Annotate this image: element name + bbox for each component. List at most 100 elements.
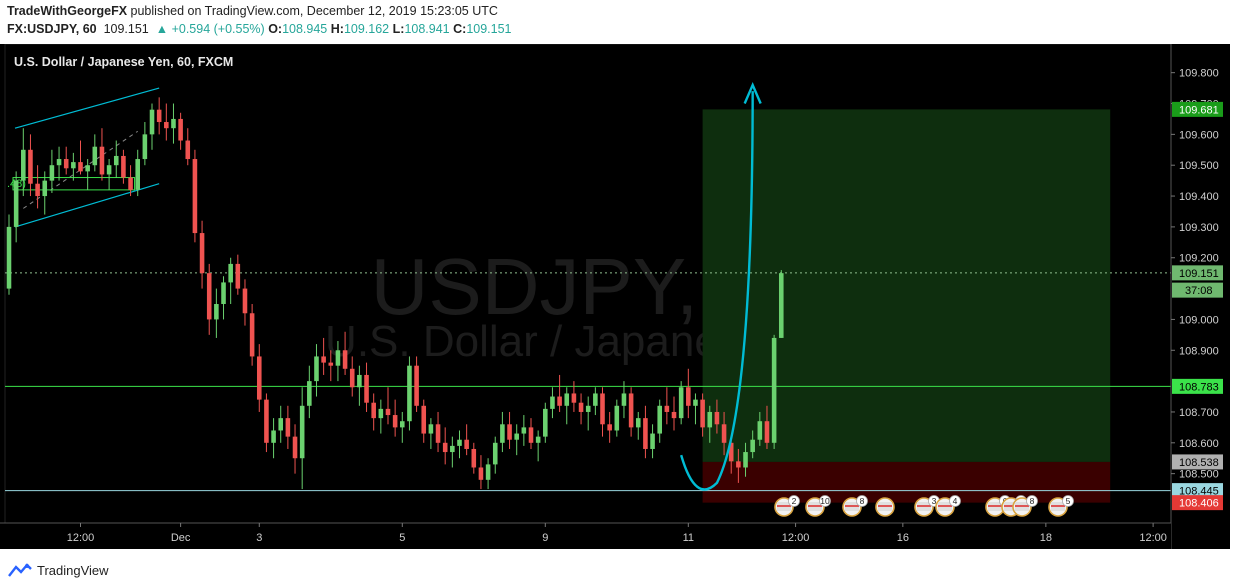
candle[interactable] [13,180,19,227]
candle[interactable] [621,393,627,406]
candle[interactable] [736,461,741,468]
candle[interactable] [521,427,527,434]
candle[interactable] [199,233,205,274]
candle[interactable] [357,374,362,388]
candle[interactable] [171,118,176,129]
candle[interactable] [757,421,763,440]
candle[interactable] [414,365,419,406]
candle[interactable] [478,467,484,480]
candle[interactable] [407,365,412,422]
candle[interactable] [278,418,284,431]
candle[interactable] [349,368,355,388]
author-name[interactable]: TradeWithGeorgeFX [7,4,128,18]
candle[interactable] [106,165,112,175]
price-label-stop[interactable] [1172,495,1223,511]
candle[interactable] [728,442,734,462]
candle[interactable] [385,408,391,416]
price-label-level2[interactable] [1172,483,1223,499]
candle[interactable] [85,165,90,172]
candle[interactable] [492,442,498,465]
candle[interactable] [92,146,98,166]
candle[interactable] [650,433,655,449]
candle[interactable] [457,439,462,446]
candle[interactable] [328,362,334,366]
candle[interactable] [671,411,677,419]
candle[interactable] [471,448,477,468]
candle[interactable] [464,439,469,449]
candle[interactable] [764,421,770,443]
candle[interactable] [707,411,713,428]
candle[interactable] [600,393,605,425]
candle[interactable] [192,159,198,234]
candle[interactable] [299,405,305,459]
candle[interactable] [564,393,570,406]
price-label-last[interactable] [1172,265,1223,281]
candle[interactable] [249,313,255,357]
candle[interactable] [71,162,76,169]
candle[interactable] [214,304,219,320]
candle[interactable] [156,109,162,123]
candle[interactable] [264,399,269,443]
candle[interactable] [514,433,519,440]
candle[interactable] [235,263,241,289]
candle[interactable] [750,439,755,453]
candle[interactable] [128,177,133,190]
candle[interactable] [314,356,319,382]
candle[interactable] [242,288,248,314]
candle[interactable] [178,118,183,141]
candle[interactable] [63,159,69,169]
candle[interactable] [593,393,598,406]
candle[interactable] [771,337,777,443]
candle[interactable] [543,408,548,437]
candle[interactable] [185,140,191,160]
price-label-target[interactable] [1172,101,1223,117]
candle[interactable] [643,418,648,449]
candle[interactable] [35,183,40,197]
candle[interactable] [135,159,141,190]
price-label-countdown[interactable] [1172,282,1223,298]
candle[interactable] [99,146,105,175]
candle[interactable] [721,424,727,443]
candle[interactable] [557,396,562,406]
candle[interactable] [628,393,634,428]
candle[interactable] [321,356,326,363]
candle[interactable] [528,427,534,443]
candle[interactable] [42,180,48,197]
candle[interactable] [700,399,705,428]
candle[interactable] [164,122,169,129]
candle[interactable] [664,405,670,412]
candle[interactable] [371,402,376,419]
candle[interactable] [607,424,612,431]
candle[interactable] [421,405,427,434]
candle[interactable] [307,381,312,406]
candle[interactable] [292,436,298,459]
channel-upper-line[interactable] [14,87,160,129]
candle[interactable] [435,424,441,443]
candle[interactable] [206,273,212,320]
candle[interactable] [550,396,555,409]
candle[interactable] [149,109,155,135]
candle[interactable] [256,356,262,400]
candle[interactable] [21,149,26,181]
projection-arrow[interactable] [680,91,754,491]
candle[interactable] [578,402,584,412]
candle[interactable] [285,418,291,437]
target-zone[interactable] [702,109,1111,462]
candle[interactable] [56,159,62,166]
candle[interactable] [635,418,641,428]
candle[interactable] [49,165,55,181]
candle[interactable] [428,424,434,434]
candle[interactable] [485,464,491,480]
stop-zone[interactable] [702,461,1111,503]
price-chart[interactable]: USDJPY, 60U.S. Dollar / Japanese YenU.S.… [0,44,1230,554]
candle[interactable] [500,424,505,443]
candle[interactable] [28,149,33,184]
price-label-level[interactable] [1172,378,1223,394]
candle[interactable] [228,263,233,283]
candle[interactable] [221,282,226,305]
candle[interactable] [271,430,276,443]
candle[interactable] [378,408,384,419]
candle[interactable] [571,393,577,403]
candle[interactable] [657,405,663,434]
candle[interactable] [585,405,591,412]
